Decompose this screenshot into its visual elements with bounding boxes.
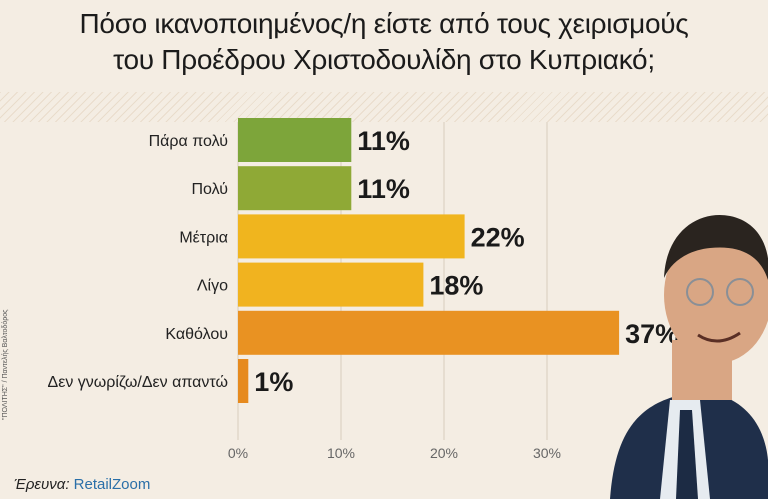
category-label: Πολύ — [191, 181, 228, 198]
source-label: Έρευνα: — [14, 476, 70, 493]
source-brand: RetailZoom — [73, 476, 151, 493]
category-label: Μέτρια — [179, 229, 228, 246]
data-label: 11% — [357, 126, 410, 156]
bar — [238, 262, 424, 307]
data-label: 18% — [429, 271, 483, 301]
category-label: Δεν γνωρίζω/Δεν απαντώ — [48, 374, 229, 391]
data-label: 22% — [471, 222, 525, 252]
category-label: Καθόλου — [165, 326, 228, 343]
data-label: 11% — [357, 174, 410, 204]
x-tick-label: 10% — [327, 445, 355, 461]
chart-title-line-2: του Προέδρου Χριστοδουλίδη στο Κυπριακό; — [113, 44, 655, 75]
bar — [238, 118, 352, 162]
president-photo — [610, 215, 768, 499]
photo-credit: "ΠΟΛΙΤΗΣ" / Παντελής Βαλτοδόρος — [2, 309, 9, 420]
x-tick-label: 30% — [533, 445, 561, 461]
bar — [238, 214, 465, 259]
data-label: 1% — [254, 367, 293, 397]
bar — [238, 166, 352, 211]
category-label: Λίγο — [197, 278, 228, 295]
category-label: Πάρα πολύ — [149, 133, 228, 150]
bar — [238, 310, 620, 355]
x-tick-label: 20% — [430, 445, 458, 461]
chart-title-line-1: Πόσο ικανοποιημένος/η είστε από τους χει… — [79, 8, 689, 39]
decorative-stripes — [0, 92, 768, 122]
source-note: Έρευνα: RetailZoom — [14, 476, 150, 493]
bar — [238, 359, 249, 403]
x-tick-label: 0% — [228, 445, 248, 461]
